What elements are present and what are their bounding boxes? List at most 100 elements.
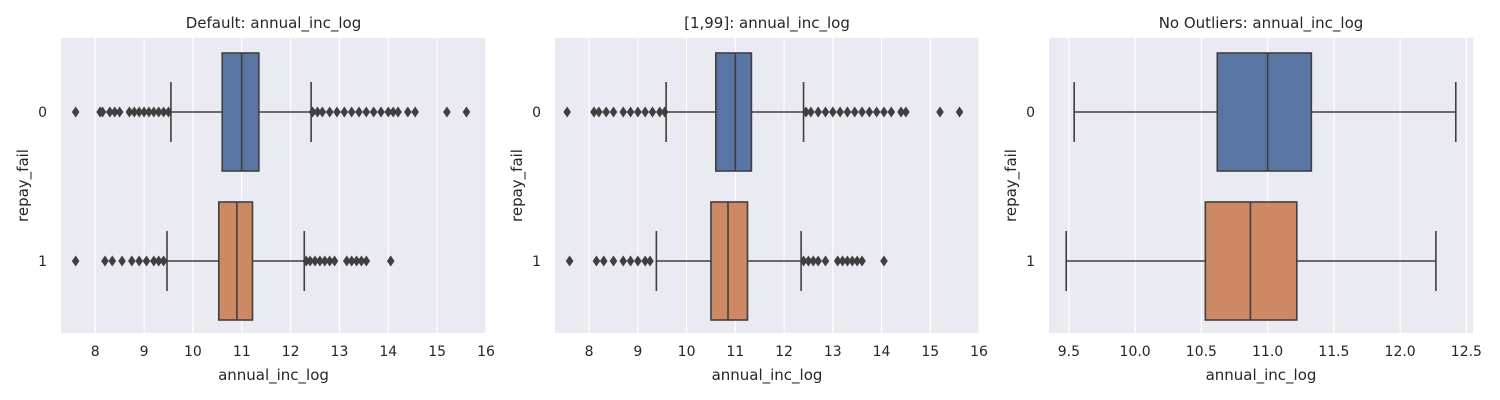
outlier-point bbox=[660, 106, 669, 118]
outlier-point bbox=[565, 255, 574, 267]
outlier-point bbox=[411, 106, 419, 118]
outlier-point bbox=[563, 106, 571, 118]
plot-area bbox=[555, 38, 979, 333]
iqr-box bbox=[715, 52, 753, 172]
outlier-point bbox=[142, 255, 151, 267]
y-tick-label: 1 bbox=[1026, 254, 1035, 270]
outlier-point bbox=[887, 106, 896, 118]
chart-title: No Outliers: annual_inc_log bbox=[1159, 14, 1364, 33]
outlier-point bbox=[936, 106, 944, 118]
x-tick-label: 14 bbox=[873, 344, 891, 360]
outlier-point bbox=[443, 106, 451, 118]
outlier-point bbox=[115, 106, 124, 118]
outlier-point bbox=[71, 255, 80, 267]
outlier-point bbox=[848, 255, 857, 267]
outlier-point bbox=[154, 106, 163, 118]
x-tick-label: 10.5 bbox=[1186, 344, 1217, 360]
outlier-point bbox=[135, 255, 143, 267]
outlier-point bbox=[333, 106, 341, 118]
outlier-point bbox=[71, 106, 80, 118]
outlier-point bbox=[325, 106, 334, 118]
outlier-point bbox=[646, 255, 654, 267]
outlier-point bbox=[821, 255, 830, 267]
outlier-point bbox=[389, 106, 397, 118]
x-tick-label: 14 bbox=[379, 344, 397, 360]
outlier-point bbox=[853, 255, 861, 267]
outlier-point bbox=[318, 106, 327, 118]
outlier-point bbox=[872, 106, 881, 118]
x-tick-label: 9 bbox=[140, 344, 149, 360]
outlier-point bbox=[125, 106, 134, 118]
outlier-point bbox=[369, 106, 378, 118]
outlier-point bbox=[609, 106, 618, 118]
y-tick-label: 0 bbox=[532, 105, 541, 121]
x-tick-label: 12.0 bbox=[1385, 344, 1416, 360]
x-tick-label: 11.5 bbox=[1318, 344, 1349, 360]
box-series-0 bbox=[563, 52, 964, 172]
outlier-point bbox=[302, 255, 311, 267]
outlier-point bbox=[316, 255, 324, 267]
outlier-point bbox=[799, 255, 808, 267]
y-tick-label: 1 bbox=[532, 254, 541, 270]
x-axis-label: annual_inc_log bbox=[1206, 366, 1317, 385]
outlier-point bbox=[342, 255, 351, 267]
outlier-point bbox=[330, 255, 339, 267]
x-tick-label: 11.0 bbox=[1252, 344, 1283, 360]
outlier-point bbox=[902, 106, 910, 118]
outlier-point bbox=[154, 255, 163, 267]
outlier-point bbox=[809, 255, 818, 267]
outlier-point bbox=[159, 106, 168, 118]
x-tick-label: 13 bbox=[331, 344, 349, 360]
outlier-point bbox=[145, 106, 153, 118]
outlier-point bbox=[325, 255, 334, 267]
box-series-0 bbox=[71, 52, 471, 172]
x-tick-label: 15 bbox=[921, 344, 939, 360]
plot-area bbox=[61, 38, 486, 333]
outlier-point bbox=[814, 106, 822, 118]
x-tick-label: 12 bbox=[775, 344, 793, 360]
y-tick-label: 1 bbox=[38, 254, 47, 270]
x-tick-label: 9.5 bbox=[1058, 344, 1080, 360]
outlier-point bbox=[590, 106, 598, 118]
iqr-box bbox=[710, 201, 749, 321]
outlier-point bbox=[858, 255, 866, 267]
outlier-point bbox=[150, 106, 158, 118]
outlier-point bbox=[602, 106, 610, 118]
outlier-point bbox=[843, 106, 852, 118]
x-axis-label: annual_inc_log bbox=[712, 366, 823, 385]
outlier-point bbox=[626, 106, 635, 118]
y-axis-label: repay_fail bbox=[1002, 149, 1021, 222]
outlier-point bbox=[807, 106, 815, 118]
outlier-point bbox=[340, 106, 349, 118]
outlier-point bbox=[394, 106, 402, 118]
chart-panel-3: 9.5 10.0 10.5 11.0 11.5 12.0 12.5 0 1 No Outliers… bbox=[1002, 14, 1482, 385]
x-tick-label: 10 bbox=[184, 344, 202, 360]
x-tick-label: 8 bbox=[91, 344, 100, 360]
x-tick-label: 11 bbox=[726, 344, 744, 360]
outlier-point bbox=[306, 255, 314, 267]
x-tick-label: 8 bbox=[585, 344, 594, 360]
outlier-point bbox=[828, 106, 837, 118]
outlier-point bbox=[140, 106, 148, 118]
outlier-point bbox=[858, 106, 866, 118]
outlier-point bbox=[362, 255, 371, 267]
outlier-point bbox=[462, 106, 471, 118]
x-tick-label: 11 bbox=[233, 344, 251, 360]
iqr-box bbox=[217, 201, 254, 321]
x-tick-label: 15 bbox=[428, 344, 446, 360]
outlier-point bbox=[897, 106, 905, 118]
chart-title: [1,99]: annual_inc_log bbox=[684, 14, 850, 33]
outlier-point bbox=[850, 106, 859, 118]
outlier-point bbox=[128, 255, 136, 267]
outlier-point bbox=[619, 106, 628, 118]
x-tick-label: 10 bbox=[678, 344, 696, 360]
outlier-point bbox=[159, 255, 168, 267]
outlier-point bbox=[320, 255, 329, 267]
outlier-point bbox=[802, 106, 810, 118]
outlier-point bbox=[814, 255, 822, 267]
outlier-point bbox=[404, 106, 412, 118]
outlier-point bbox=[311, 255, 319, 267]
outlier-point bbox=[634, 255, 642, 267]
x-tick-label: 16 bbox=[477, 344, 495, 360]
outlier-point bbox=[955, 106, 964, 118]
